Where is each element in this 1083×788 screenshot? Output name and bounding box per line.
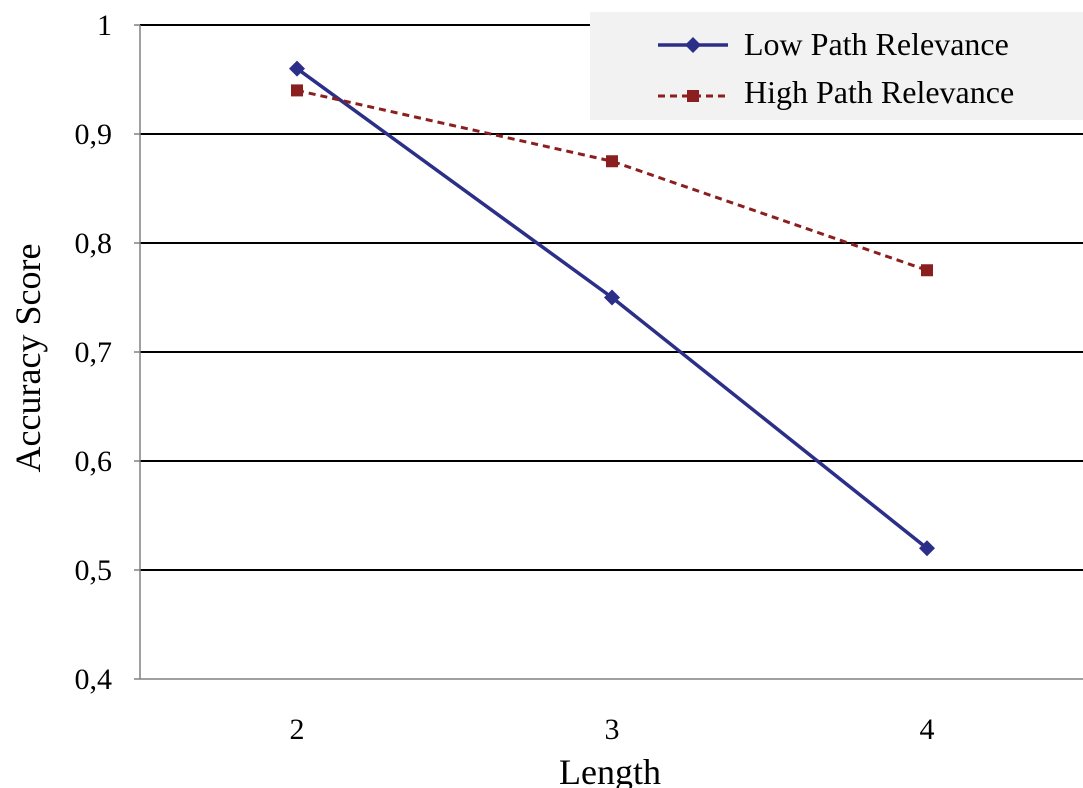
x-tick-label: 4 — [920, 713, 935, 746]
legend-box — [590, 12, 1083, 120]
y-axis-title: Accuracy Score — [8, 244, 48, 473]
data-point-high-path-relevance-2 — [291, 84, 303, 97]
x-tick-labels: 2 3 4 — [290, 713, 935, 746]
y-tick-label: 1 — [97, 9, 112, 42]
series-line-low-path-relevance — [295, 67, 929, 550]
data-point-low-path-relevance-3 — [604, 289, 620, 306]
legend: Low Path Relevance High Path Relevance — [590, 12, 1083, 120]
y-tick-label: 0,9 — [75, 118, 113, 151]
legend-marker-high-path-relevance — [687, 90, 699, 102]
data-point-high-path-relevance-4 — [921, 264, 933, 277]
y-tick-label: 0,8 — [75, 227, 113, 260]
y-tick-label: 0,7 — [75, 336, 113, 369]
y-tick-label: 0,6 — [75, 445, 113, 478]
data-point-high-path-relevance-3 — [606, 155, 618, 168]
y-tick-label: 0,4 — [75, 663, 113, 696]
series-line-high-path-relevance — [296, 88, 928, 272]
y-tick-label: 0,5 — [75, 554, 113, 587]
legend-marker-low-path-relevance — [685, 37, 701, 53]
series-group — [289, 60, 935, 557]
data-point-low-path-relevance-2 — [289, 60, 305, 77]
x-tick-label: 3 — [605, 713, 620, 746]
legend-label-high-path-relevance: High Path Relevance — [744, 74, 1014, 110]
y-tick-labels: 0,4 0,5 0,6 0,7 0,8 0,9 1 — [75, 9, 140, 696]
legend-label-low-path-relevance: Low Path Relevance — [744, 26, 1009, 62]
x-tick-label: 2 — [290, 713, 305, 746]
x-axis-title: Length — [559, 752, 661, 788]
data-point-low-path-relevance-4 — [919, 540, 935, 557]
